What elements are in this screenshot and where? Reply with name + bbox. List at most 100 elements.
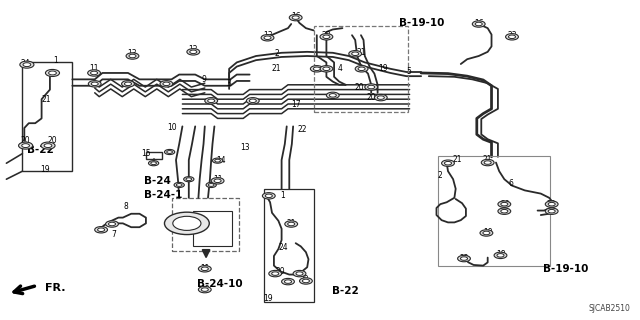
Circle shape: [501, 203, 508, 206]
Circle shape: [106, 221, 118, 227]
Circle shape: [174, 182, 184, 188]
Circle shape: [109, 222, 115, 226]
Text: 20: 20: [500, 200, 511, 209]
Text: 13: 13: [240, 143, 250, 152]
Circle shape: [198, 286, 211, 293]
Text: 14: 14: [216, 156, 226, 165]
Text: 20: 20: [275, 267, 285, 276]
Circle shape: [302, 279, 309, 283]
Text: 21: 21: [357, 48, 366, 57]
Text: 19: 19: [483, 228, 493, 237]
Bar: [438, 156, 550, 266]
Circle shape: [91, 71, 97, 75]
Text: 10: 10: [166, 123, 177, 132]
Text: 20: 20: [366, 93, 376, 102]
Circle shape: [95, 227, 108, 233]
Circle shape: [374, 94, 387, 101]
Text: 5: 5: [406, 67, 411, 76]
Text: 11: 11: [200, 264, 209, 273]
Circle shape: [358, 67, 365, 71]
Circle shape: [509, 35, 516, 39]
Circle shape: [151, 162, 156, 164]
Circle shape: [326, 92, 339, 99]
Bar: [172, 198, 239, 251]
Circle shape: [186, 178, 191, 180]
Text: FR.: FR.: [45, 283, 65, 293]
Circle shape: [484, 161, 492, 164]
Text: 21: 21: [42, 95, 51, 104]
Circle shape: [164, 149, 175, 155]
Text: 21: 21: [483, 155, 492, 164]
Text: 6: 6: [508, 180, 513, 188]
Circle shape: [330, 94, 337, 97]
Circle shape: [205, 98, 218, 104]
Bar: [146, 152, 162, 159]
Circle shape: [122, 81, 134, 87]
Circle shape: [320, 66, 333, 72]
Circle shape: [19, 142, 33, 149]
Text: 2: 2: [274, 49, 279, 58]
Text: 4: 4: [338, 64, 343, 73]
Bar: [264, 189, 314, 302]
Text: 22: 22: [298, 125, 307, 134]
Circle shape: [378, 96, 384, 99]
Text: B-19-10: B-19-10: [543, 264, 588, 275]
Circle shape: [201, 288, 209, 292]
Circle shape: [173, 216, 201, 230]
Circle shape: [189, 50, 197, 53]
Circle shape: [261, 35, 274, 41]
Circle shape: [458, 255, 470, 262]
Text: 1: 1: [53, 56, 58, 65]
Circle shape: [300, 278, 312, 284]
Circle shape: [355, 66, 368, 72]
Circle shape: [548, 210, 555, 213]
Circle shape: [211, 178, 224, 184]
Text: 15: 15: [141, 149, 151, 158]
Circle shape: [292, 16, 300, 20]
Text: 19: 19: [262, 294, 273, 303]
Circle shape: [282, 278, 294, 285]
Circle shape: [264, 36, 271, 40]
Circle shape: [198, 266, 211, 272]
Circle shape: [20, 61, 34, 68]
Circle shape: [498, 208, 511, 214]
Circle shape: [293, 270, 306, 277]
Text: 20: 20: [47, 136, 58, 145]
Circle shape: [285, 221, 298, 227]
Circle shape: [352, 52, 359, 56]
Circle shape: [187, 49, 200, 55]
Circle shape: [545, 201, 558, 207]
Text: 16: 16: [291, 12, 301, 21]
Text: 21: 21: [287, 219, 296, 228]
Circle shape: [506, 34, 518, 40]
Circle shape: [476, 22, 483, 26]
Circle shape: [480, 230, 493, 236]
Circle shape: [288, 222, 294, 226]
Text: B-19-10: B-19-10: [399, 18, 445, 28]
Text: B-24: B-24: [144, 176, 171, 186]
Text: SJCAB2510: SJCAB2510: [589, 304, 630, 313]
Circle shape: [201, 267, 209, 271]
Circle shape: [497, 254, 504, 257]
Text: 20: 20: [20, 136, 31, 145]
Circle shape: [498, 201, 511, 207]
Text: 19: 19: [378, 64, 388, 73]
Circle shape: [250, 99, 256, 102]
Circle shape: [160, 81, 173, 87]
Text: B-24-10: B-24-10: [197, 279, 243, 289]
Circle shape: [365, 84, 378, 90]
Text: 16: 16: [474, 19, 484, 28]
Text: 11: 11: [213, 175, 222, 184]
Circle shape: [296, 272, 303, 275]
Circle shape: [323, 67, 330, 71]
Text: 20: 20: [355, 83, 365, 92]
Circle shape: [349, 51, 362, 57]
Text: 18: 18: [496, 250, 505, 259]
Circle shape: [98, 228, 105, 232]
Bar: [193, 211, 232, 246]
Circle shape: [126, 53, 139, 59]
Circle shape: [483, 231, 490, 235]
Text: 24: 24: [278, 244, 288, 252]
Text: 12: 12: [189, 45, 198, 54]
Circle shape: [44, 144, 52, 148]
